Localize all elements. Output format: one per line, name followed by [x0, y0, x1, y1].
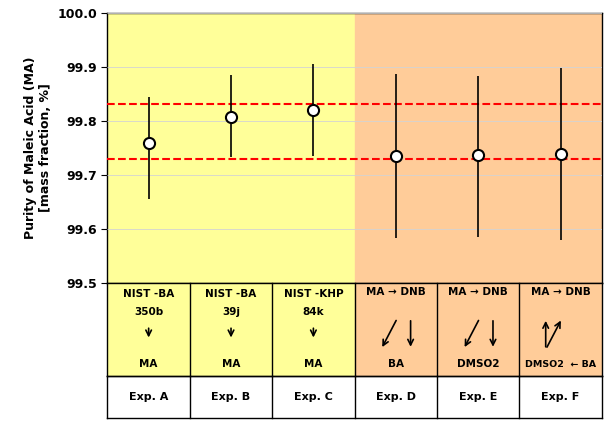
Text: MA → DNB: MA → DNB: [366, 287, 426, 297]
Text: MA → DNB: MA → DNB: [530, 287, 591, 297]
Text: MA → DNB: MA → DNB: [448, 287, 508, 297]
Text: 350b: 350b: [134, 308, 163, 317]
Text: BA: BA: [388, 360, 404, 369]
Text: Exp. F: Exp. F: [542, 392, 580, 402]
Text: Exp. C: Exp. C: [294, 392, 333, 402]
Y-axis label: Purity of Maleic Acid (MA)
[mass fraction, %]: Purity of Maleic Acid (MA) [mass fractio…: [24, 57, 52, 239]
Bar: [355, 13, 602, 283]
Text: DMSO2: DMSO2: [457, 360, 499, 369]
Text: Exp. B: Exp. B: [211, 392, 251, 402]
Text: 84k: 84k: [303, 308, 324, 317]
Bar: [107, 13, 355, 283]
Bar: [107, 283, 355, 376]
Text: NIST -KHP: NIST -KHP: [284, 289, 343, 299]
Text: NIST -BA: NIST -BA: [206, 289, 257, 299]
Text: DMSO2  ← BA: DMSO2 ← BA: [525, 360, 596, 369]
Text: Exp. A: Exp. A: [129, 392, 168, 402]
Text: MA: MA: [304, 359, 322, 368]
Text: Exp. E: Exp. E: [459, 392, 497, 402]
Text: NIST -BA: NIST -BA: [123, 289, 174, 299]
Text: Exp. D: Exp. D: [376, 392, 416, 402]
Bar: [355, 283, 602, 376]
Text: MA: MA: [222, 359, 240, 368]
Text: MA: MA: [139, 359, 158, 368]
Text: 39j: 39j: [222, 308, 240, 317]
